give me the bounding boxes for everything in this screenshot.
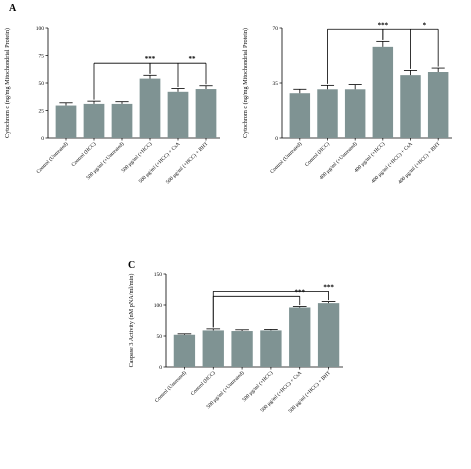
y-tick-label: 50 xyxy=(39,81,45,87)
y-axis-title: Cytochrom c (ng/mg Mitochondrial Protein… xyxy=(242,28,249,138)
bar xyxy=(139,78,161,138)
bar xyxy=(111,103,133,138)
bar xyxy=(427,72,449,138)
chart-panel-3: C 0 50 100 150 Caspase 3 Activity (nM pNA/ml/… xyxy=(128,260,343,415)
y-tick-label: 0 xyxy=(275,136,278,142)
bar xyxy=(344,89,366,138)
bar xyxy=(289,93,311,138)
y-axis-title: Caspase 3 Activity (nM pNA/ml/min) xyxy=(128,274,135,368)
y-tick-label: 35 xyxy=(273,81,279,87)
bar xyxy=(202,330,224,367)
y-tick-label: 0 xyxy=(41,136,44,142)
bar xyxy=(400,75,421,138)
category-label: 500 μg/ml (+HCC) xyxy=(241,369,275,403)
y-tick-label: 150 xyxy=(154,272,163,278)
category-label: Control (HCC) xyxy=(70,140,98,168)
bar xyxy=(317,89,338,138)
y-tick-label: 70 xyxy=(273,26,279,32)
category-label: Control (HCC) xyxy=(189,369,217,397)
significance-label: * xyxy=(423,21,427,29)
y-tick-label: 100 xyxy=(154,303,163,309)
category-label: Control (Untreated) xyxy=(153,369,188,404)
y-tick-label: 50 xyxy=(157,334,163,340)
panel-letter: C xyxy=(128,260,135,271)
chart-panel-1: A 0 25 50 75 100 Cytochrom c (ng/mg Mitochondr… xyxy=(4,3,220,186)
y-tick-label: 100 xyxy=(36,26,45,32)
bar xyxy=(317,303,340,367)
bar xyxy=(195,89,217,138)
bar xyxy=(231,331,253,367)
significance-label: ** xyxy=(189,55,197,63)
bar xyxy=(289,307,311,367)
y-axis-title: Cytochrom c (ng/mg Mitochondrial Protein… xyxy=(4,28,11,138)
bar xyxy=(372,46,394,138)
category-label: Control (Untreated) xyxy=(35,140,70,175)
bar xyxy=(173,334,196,367)
bar xyxy=(83,103,105,138)
y-tick-label: 75 xyxy=(39,54,45,60)
significance-label: *** xyxy=(323,283,334,291)
y-tick-label: 0 xyxy=(159,365,162,371)
category-label: Control (HCC) xyxy=(303,140,331,168)
significance-label: *** xyxy=(378,21,389,29)
bar xyxy=(260,330,282,367)
chart-panel-2: 0 35 70 Cytochrom c (ng/mg Mitochondrial Pr… xyxy=(242,21,452,186)
y-tick-label: 25 xyxy=(39,109,45,115)
category-label: Control (Untreated) xyxy=(269,140,304,175)
significance-label: *** xyxy=(295,288,306,296)
panel-letter: A xyxy=(9,3,17,14)
significance-label: *** xyxy=(145,55,156,63)
bar xyxy=(55,105,77,138)
bar xyxy=(167,91,189,138)
